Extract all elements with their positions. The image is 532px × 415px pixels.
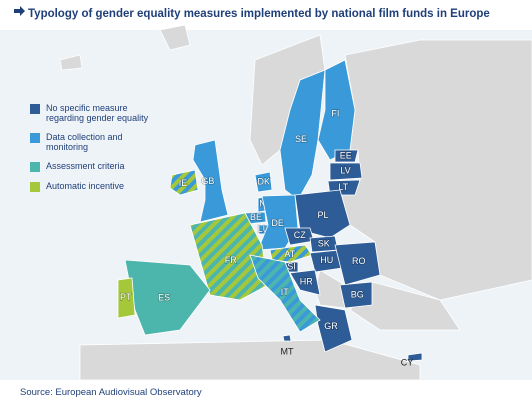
country-label: DK [257,177,270,187]
country-label: PT [120,292,132,302]
country [407,352,423,362]
country-label: LV [340,165,350,175]
country-label: LT [338,182,348,192]
country-label: GB [201,176,214,186]
country-label: FR [225,255,237,265]
legend-swatch [30,162,40,172]
country [334,149,359,163]
country-label: SK [318,238,330,248]
legend-swatch [30,104,40,114]
country-label: FI [331,109,339,119]
legend-label: No specific measure regarding gender equ… [46,103,149,123]
title: Typology of gender equality measures imp… [28,8,490,20]
country [269,244,313,263]
country-label: IT [281,287,290,297]
country-label: AT [284,249,295,259]
source: Source: European Audiovisual Observatory [20,387,202,398]
legend-label: Assessment criteria [46,161,125,171]
country [254,171,273,193]
country-label: HU [320,255,333,265]
country [282,334,292,342]
country-label: ES [158,293,170,303]
country [294,189,351,239]
country-label: SE [295,134,307,144]
country [192,139,229,223]
arrow-icon [14,6,25,16]
country-label: MT [281,347,294,357]
country [289,269,321,296]
legend: No specific measure regarding gender equ… [30,103,160,201]
country [124,259,211,336]
background-land [59,24,532,381]
country-label: PL [317,210,328,220]
country-label: EE [340,150,352,160]
country-label: CY [401,358,414,368]
country [249,254,321,333]
country-label: GR [324,321,338,331]
legend-item: Assessment criteria [30,161,160,172]
country-label: BG [351,289,364,299]
country [339,281,373,309]
legend-item: Data collection and monitoring [30,132,160,152]
country [169,169,199,196]
country-label: RO [352,256,366,266]
country [189,212,269,301]
countries: FISEEELVLTDKIEGBNLBELUDEPLCZSKATHUSIHRRO… [117,59,423,368]
country-label: IE [179,178,188,188]
legend-label: Automatic incentive [46,181,125,191]
country-label: SI [287,262,296,272]
country-label: DE [271,218,284,228]
country-label: HR [300,276,313,286]
legend-label: Data collection and monitoring [46,132,123,152]
country [117,277,136,319]
country-label: LU [258,224,270,234]
legend-swatch [30,133,40,143]
legend-swatch [30,182,40,192]
country [329,162,363,181]
legend-item: Automatic incentive [30,181,160,192]
country [334,241,381,286]
country-label: BE [250,212,262,222]
country-label: CZ [294,230,306,240]
legend-item: No specific measure regarding gender equ… [30,103,160,123]
